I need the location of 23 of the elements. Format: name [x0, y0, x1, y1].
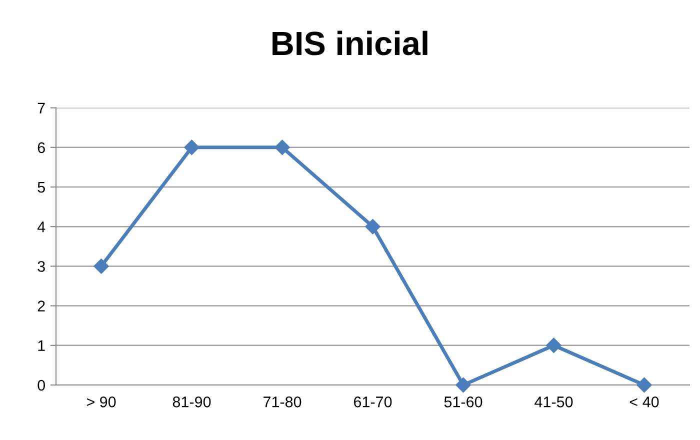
x-tick-label: > 90	[86, 396, 116, 408]
y-tick-label: 7	[38, 102, 45, 114]
y-tick-label: 5	[38, 182, 45, 193]
point	[184, 140, 200, 155]
x-tick-label: 81-90	[172, 396, 211, 408]
point	[365, 219, 380, 234]
point	[456, 377, 471, 393]
chart-title: BIS inicial	[272, 30, 428, 56]
point	[274, 140, 290, 155]
y-tick-label: 1	[38, 340, 45, 351]
y-tick-label: 3	[38, 261, 45, 272]
y-tick-label: 0	[38, 380, 45, 391]
x-tick-label: 41-50	[534, 396, 573, 408]
x-tick-label: 51-60	[444, 396, 482, 408]
x-tick-label: < 40	[630, 396, 659, 408]
x-tick-label: 61-70	[354, 396, 392, 408]
y-tick-label: 2	[38, 300, 45, 312]
x-tick-label: 71-80	[264, 396, 302, 408]
point	[94, 258, 109, 274]
y-tick-label: 6	[38, 142, 45, 154]
y-tick-label: 4	[37, 222, 46, 232]
point	[636, 377, 652, 393]
point	[546, 338, 562, 353]
